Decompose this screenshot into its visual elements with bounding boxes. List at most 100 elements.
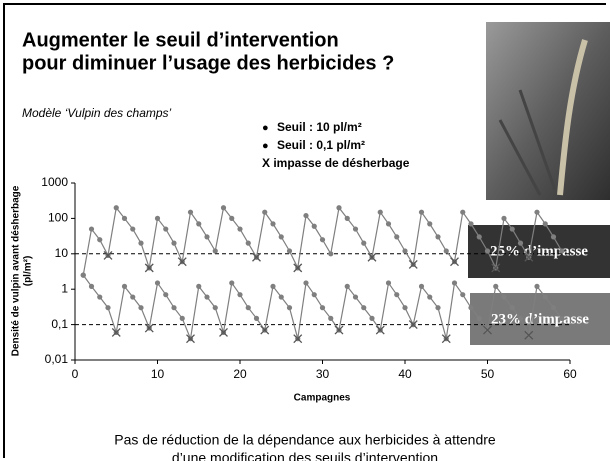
point [510,305,515,310]
point [427,294,432,299]
point [171,241,176,246]
point [114,205,119,210]
point [386,280,391,285]
point [163,226,168,231]
x-tick-label: 60 [563,367,577,381]
point [237,292,242,297]
point [501,216,506,221]
y-tick-label: 1 [61,281,68,295]
legend-bullet: ● [262,140,269,152]
point [353,294,358,299]
point [477,234,482,239]
legend-label: Seuil : 0,1 pl/m² [277,138,365,152]
point [229,216,234,221]
point [221,205,226,210]
subtitle: Modèle ‘Vulpin des champs’ [22,106,172,120]
point [89,226,94,231]
point [444,248,449,253]
point [543,294,548,299]
point [485,248,490,253]
point [155,280,160,285]
point [361,305,366,310]
point [345,216,350,221]
y-tick-label: 1000 [41,175,68,189]
point [213,305,218,310]
point [138,241,143,246]
point [97,237,102,242]
point [180,316,185,321]
point [427,221,432,226]
point [336,205,341,210]
point [81,273,86,278]
point [551,234,556,239]
legend-label: X impasse de désherbage [262,156,410,170]
point [303,280,308,285]
x-tick-label: 30 [316,367,330,381]
point [262,210,267,215]
point [204,294,209,299]
point [353,226,358,231]
point [155,216,160,221]
point [171,305,176,310]
point [534,284,539,289]
x-tick-label: 10 [151,367,165,381]
title-line: Augmenter le seuil d’intervention [22,29,339,51]
point [130,294,135,299]
point [196,284,201,289]
point [196,221,201,226]
point [279,294,284,299]
point [386,221,391,226]
point [328,316,333,321]
y-axis-label: (pl/m²) [23,256,34,287]
y-tick-label: 10 [55,246,69,260]
point [254,316,259,321]
point [320,237,325,242]
point [229,280,234,285]
point [138,305,143,310]
point [312,292,317,297]
point [89,284,94,289]
point [419,210,424,215]
point [246,241,251,246]
point [460,292,465,297]
y-tick-label: 100 [48,211,68,225]
point [452,280,457,285]
point [287,248,292,253]
point [328,251,333,256]
point [501,294,506,299]
point [213,248,218,253]
x-tick-label: 50 [481,367,495,381]
x-tick-label: 40 [398,367,412,381]
x-axis-label: Campagnes [294,393,351,404]
point [543,221,548,226]
point [122,284,127,289]
point [551,305,556,310]
point [122,216,127,221]
point [287,305,292,310]
point [510,226,515,231]
point [105,305,110,310]
point [163,292,168,297]
point [270,221,275,226]
point [303,213,308,218]
legend-label: Seuil : 10 pl/m² [277,120,362,134]
point [460,210,465,215]
point [534,210,539,215]
point [246,305,251,310]
point [312,224,317,229]
point [435,234,440,239]
point [559,316,564,321]
footer: d’une modification des seuils d’interven… [172,450,438,461]
point [402,248,407,253]
point [279,234,284,239]
point [559,248,564,253]
x-tick-label: 0 [72,367,79,381]
point [477,316,482,321]
point [419,284,424,289]
point [97,294,102,299]
point [270,284,275,289]
point [493,284,498,289]
y-axis-label: Densité de vulpin avant désherbage [11,185,22,356]
point [237,226,242,231]
point [518,316,523,321]
